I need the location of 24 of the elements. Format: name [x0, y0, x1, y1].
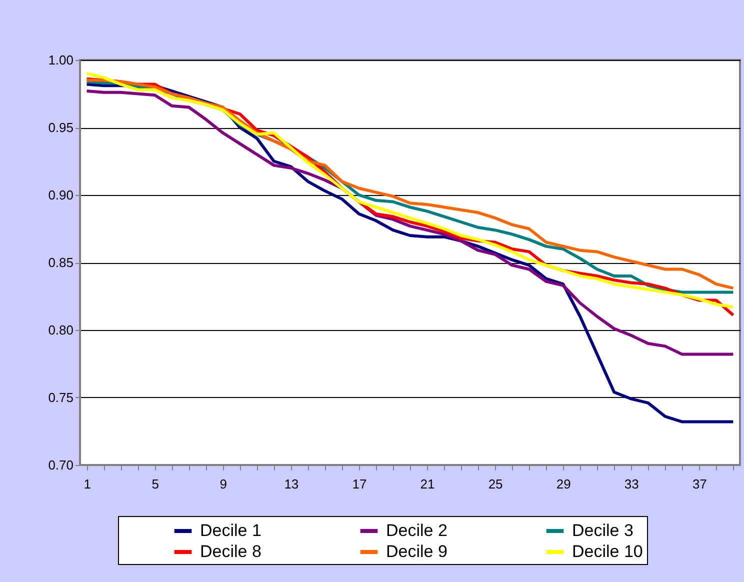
legend-label: Decile 10 [572, 542, 643, 561]
legend-label: Decile 9 [386, 542, 448, 561]
x-tick-label: 21 [420, 476, 435, 492]
x-tick-label: 13 [284, 476, 299, 492]
legend-label: Decile 1 [200, 521, 262, 540]
x-tick-label: 29 [556, 476, 571, 492]
y-tick-label: 0.80 [48, 322, 74, 338]
y-tick-label: 0.95 [48, 120, 74, 135]
x-tick-label: 33 [624, 476, 639, 492]
legend-label: Decile 3 [572, 521, 634, 540]
y-tick-label: 0.70 [48, 458, 74, 472]
line-series [85, 90, 735, 356]
x-tick-label: 25 [488, 476, 503, 492]
y-tick-label: 0.75 [48, 390, 74, 405]
x-tick-label: 37 [692, 476, 707, 492]
x-tick-label: 17 [352, 476, 367, 492]
x-tick-label: 9 [220, 476, 228, 492]
legend-label: Decile 2 [386, 521, 448, 540]
x-tick-label: 5 [152, 476, 159, 492]
y-tick-label: 0.90 [48, 188, 74, 202]
x-tick-label: 1 [84, 476, 91, 492]
y-tick-label: 1.00 [48, 52, 74, 68]
y-tick-label: 0.85 [48, 255, 74, 270]
legend-label: Decile 8 [200, 542, 262, 561]
